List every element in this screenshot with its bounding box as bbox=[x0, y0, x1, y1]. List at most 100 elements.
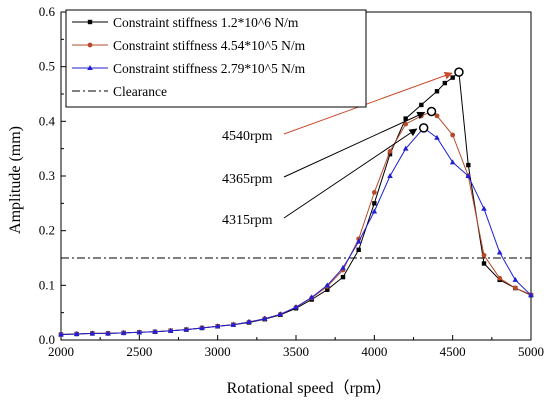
data-point bbox=[434, 134, 440, 140]
data-point bbox=[152, 328, 158, 334]
legend: Constraint stiffness 1.2*10^6 N/m Constra… bbox=[65, 9, 367, 108]
x-tick-label: 4000 bbox=[361, 344, 387, 359]
data-point bbox=[308, 294, 315, 300]
data-point bbox=[496, 249, 503, 255]
data-point bbox=[277, 311, 284, 317]
data-point bbox=[371, 208, 378, 214]
data-point bbox=[450, 75, 455, 80]
data-point bbox=[481, 261, 487, 266]
peak-marker bbox=[426, 106, 437, 117]
annotation: 4365rpm bbox=[222, 106, 437, 187]
series-line bbox=[60, 127, 532, 335]
data-point bbox=[512, 285, 518, 291]
data-point bbox=[105, 330, 111, 336]
data-point bbox=[387, 151, 393, 157]
annotation-label: 4315rpm bbox=[222, 213, 273, 228]
x-tick-label: 4500 bbox=[440, 344, 466, 359]
series-3 bbox=[58, 124, 534, 337]
data-point bbox=[387, 149, 393, 154]
annotation-arrow bbox=[283, 71, 453, 135]
peak-marker bbox=[454, 67, 464, 77]
data-point bbox=[214, 323, 221, 329]
y-tick-label: 0.6 bbox=[39, 4, 56, 19]
data-point bbox=[403, 121, 409, 127]
data-point bbox=[325, 287, 330, 292]
legend-entry: Clearance bbox=[72, 84, 167, 99]
data-point bbox=[442, 80, 448, 86]
data-point bbox=[89, 330, 96, 336]
peak-marker bbox=[418, 123, 429, 133]
x-axis-title: Rotational speed（rpm） bbox=[227, 379, 392, 397]
data-point bbox=[528, 292, 534, 298]
legend-label: Constraint stiffness 2.79*10^5 N/m bbox=[113, 61, 306, 76]
y-tick-label: 0.0 bbox=[39, 332, 55, 347]
data-point bbox=[449, 159, 456, 165]
x-tick-label: 2000 bbox=[48, 344, 74, 359]
data-point bbox=[372, 201, 377, 206]
data-point bbox=[246, 318, 252, 324]
legend-marker bbox=[87, 42, 93, 48]
data-point bbox=[355, 238, 362, 244]
data-point bbox=[73, 330, 80, 336]
annotation: 4540rpm bbox=[222, 67, 464, 144]
series-line bbox=[60, 71, 532, 335]
data-point bbox=[434, 113, 440, 119]
data-point bbox=[512, 276, 519, 282]
annotation-arrow bbox=[283, 128, 418, 219]
data-point bbox=[481, 252, 487, 258]
legend-box bbox=[65, 9, 367, 108]
series-1 bbox=[58, 69, 534, 337]
y-tick-label: 0.2 bbox=[39, 223, 55, 238]
data-point bbox=[481, 205, 487, 211]
legend-marker bbox=[87, 19, 93, 25]
data-point bbox=[324, 282, 331, 288]
legend-label: Constraint stiffness 4.54*10^5 N/m bbox=[113, 38, 306, 53]
data-point bbox=[261, 315, 268, 321]
data-point bbox=[387, 173, 393, 178]
data-point bbox=[199, 324, 205, 330]
data-point bbox=[340, 274, 346, 280]
annotation-label: 4540rpm bbox=[222, 129, 273, 144]
legend-marker bbox=[87, 65, 93, 70]
x-tick-label: 3000 bbox=[205, 344, 231, 359]
data-point bbox=[450, 132, 456, 138]
series-2 bbox=[58, 109, 534, 337]
annotation-arrow bbox=[283, 111, 426, 178]
data-point bbox=[465, 173, 472, 178]
legend-entry: Constraint stiffness 2.79*10^5 N/m bbox=[72, 61, 306, 76]
annotation-layer: 4540rpm 4365rpm 4315rpm bbox=[222, 67, 464, 228]
x-tick-label: 3500 bbox=[283, 344, 309, 359]
data-point bbox=[434, 89, 440, 94]
series-layer bbox=[58, 69, 534, 337]
data-point bbox=[419, 102, 424, 108]
annotation: 4315rpm bbox=[222, 123, 429, 228]
y-tick-label: 0.3 bbox=[39, 168, 55, 183]
y-tick-label: 0.4 bbox=[39, 113, 56, 128]
data-point bbox=[183, 326, 190, 332]
data-point bbox=[293, 304, 299, 310]
data-point bbox=[136, 329, 143, 335]
legend-entry: Constraint stiffness 1.2*10^6 N/m bbox=[72, 15, 299, 30]
y-tick-label: 0.5 bbox=[39, 59, 55, 74]
data-point bbox=[167, 327, 174, 333]
legend-label: Constraint stiffness 1.2*10^6 N/m bbox=[113, 15, 299, 30]
x-tick-label: 5000 bbox=[518, 344, 544, 359]
legend-label: Clearance bbox=[113, 84, 167, 99]
x-tick-label: 2500 bbox=[126, 344, 152, 359]
data-point bbox=[403, 116, 408, 121]
data-point bbox=[402, 145, 409, 151]
data-point bbox=[356, 247, 361, 252]
series-line bbox=[60, 110, 532, 335]
annotation-label: 4365rpm bbox=[222, 172, 273, 187]
legend-entry: Constraint stiffness 4.54*10^5 N/m bbox=[72, 38, 306, 53]
data-point bbox=[371, 190, 377, 195]
data-point bbox=[340, 264, 346, 270]
y-tick-label: 0.1 bbox=[39, 277, 55, 292]
data-point bbox=[466, 162, 471, 168]
data-point bbox=[230, 321, 237, 327]
data-point bbox=[120, 329, 127, 335]
y-axis-title: Amplitude (mm) bbox=[7, 126, 24, 234]
data-point bbox=[58, 331, 64, 337]
data-point bbox=[497, 275, 503, 281]
